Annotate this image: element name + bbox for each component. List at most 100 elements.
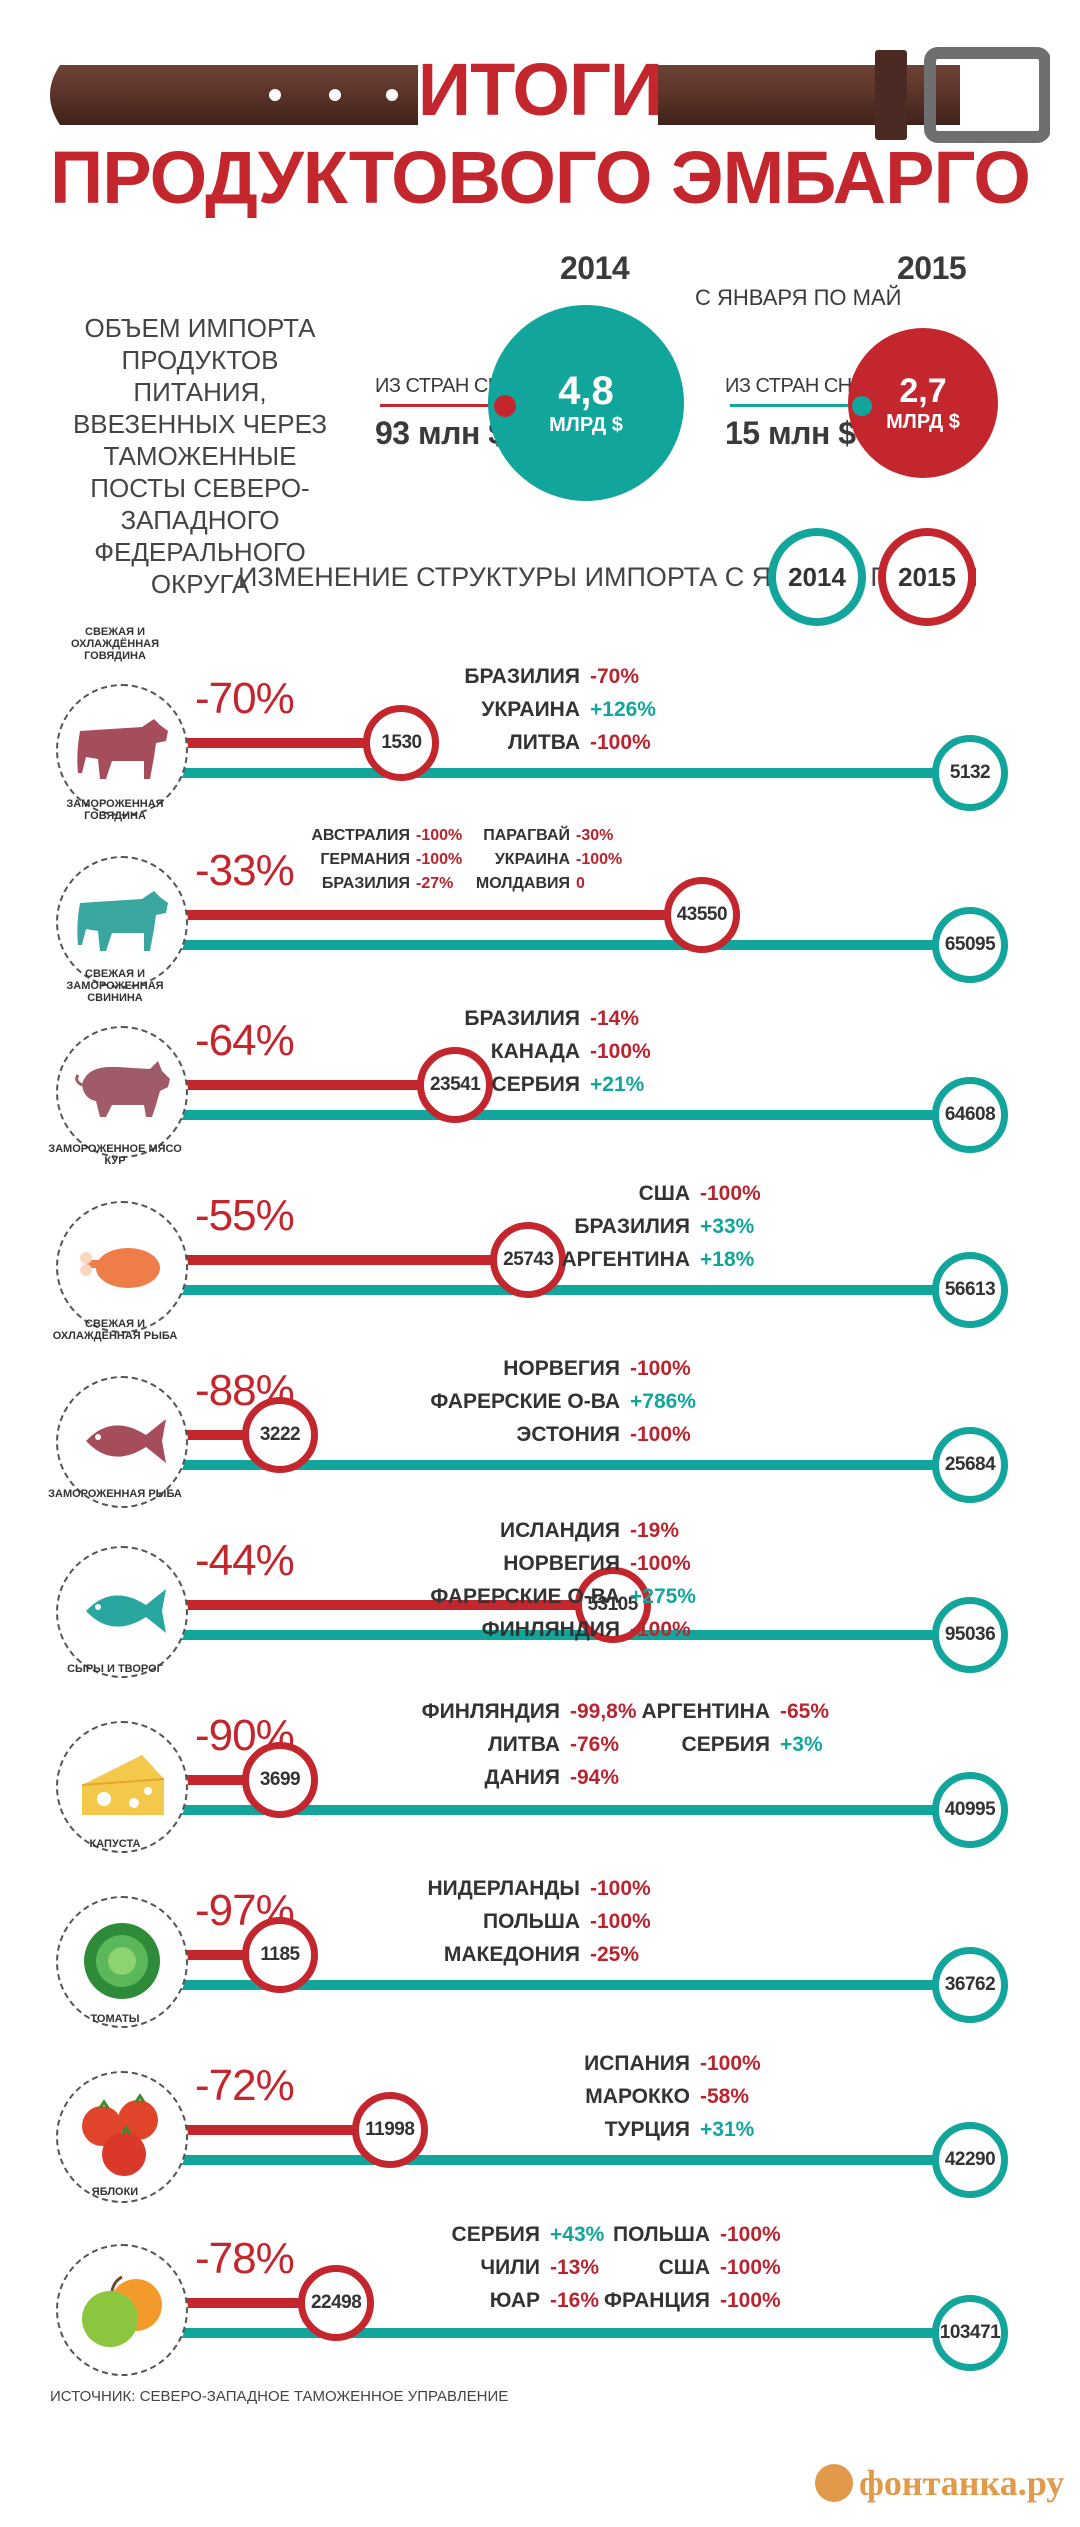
change-percent: -33% [195,846,295,895]
country-row: АРГЕНТИНА +18% [490,1243,761,1276]
country-change: -100% [720,2255,781,2279]
country-row: АВСТРАЛИЯ -100% [300,824,462,848]
year-2014-label: 2014 [560,250,630,286]
value-2014: 25684 [932,1427,1008,1503]
value-2014: 5132 [932,735,1008,811]
country-row: ИСЛАНДИЯ -19% [420,1514,696,1547]
bar-2014 [160,1980,970,1990]
chicken-icon [72,1230,172,1305]
country-row: СЕРБИЯ +43% [400,2218,605,2251]
country-change: -70% [590,664,640,688]
value-2015: 11998 [351,2092,428,2168]
bar-2014 [160,1110,970,1120]
country-change: -100% [700,2051,761,2075]
country-change: -16% [550,2288,600,2312]
bar-2015 [160,1430,280,1440]
country-name: УКРАИНА [494,851,570,868]
country-change: -14% [590,1006,640,1030]
fontanka-logo: фонтанка.ру [815,2462,1064,2504]
value-2015: 53105 [574,1567,651,1643]
country-change: -99,8% [570,1699,637,1723]
country-row: ПАРАГВАЙ -30% [470,824,622,848]
country-row: МАРОККО -58% [490,2080,761,2113]
country-row: ТУРЦИЯ +31% [490,2113,761,2146]
country-list: БРАЗИЛИЯ -14% КАНАДА -100% СЕРБИЯ +21% [380,1002,651,1101]
country-change: -100% [630,1551,691,1575]
country-change: -100% [416,827,463,844]
country-row: БРАЗИЛИЯ -14% [380,1002,651,1035]
bar-2015 [160,1600,613,1610]
category-label: ЯБЛОКИ [91,2186,139,2198]
country-name: УКРАИНА [481,697,580,721]
country-row: БРАЗИЛИЯ -70% [380,660,656,693]
country-row: АРГЕНТИНА -65% [620,1695,829,1728]
country-name: ТУРЦИЯ [604,2117,690,2141]
country-row: ФРАНЦИЯ -100% [560,2284,781,2317]
country-list: ПОЛЬША -100% США -100% ФРАНЦИЯ -100% [560,2218,781,2317]
bar-2014 [160,1460,970,1470]
country-row: ДАНИЯ -94% [400,1761,637,1794]
country-row: ЮАР -16% [400,2284,604,2317]
value-2015: 3699 [242,1742,318,1818]
total-2014-unit: МЛРД $ [549,414,623,436]
country-name: ДАНИЯ [484,1765,560,1789]
country-change: +786% [630,1389,696,1413]
country-name: ГЕРМАНИЯ [320,851,410,868]
country-name: ИСПАНИЯ [584,2051,690,2075]
cis-2015-value: 15 млн $ [725,415,856,451]
cow-icon [72,885,172,960]
category-label: СВЕЖАЯ И ЗАМОРОЖЕННАЯ СВИНИНА [66,968,164,1004]
country-change: +126% [590,697,656,721]
country-change: -27% [416,875,454,892]
cis-2014-label: ИЗ СТРАН СНГ [375,375,513,397]
country-name: АВСТРАЛИЯ [311,827,410,844]
country-name: СЕРБИЯ [451,2222,540,2246]
category-icon-circle [56,1546,188,1678]
category-icon-circle [56,1201,188,1333]
pig-icon [72,1055,172,1130]
page-title-line2: ПРОДУКТОВОГО ЭМБАРГО [50,136,1031,219]
country-row: НОРВЕГИЯ -100% [420,1547,696,1580]
country-name: ПОЛЬША [612,2222,710,2246]
country-change: -100% [630,1617,691,1641]
country-change: +33% [700,1214,755,1238]
country-list: ИСПАНИЯ -100% МАРОККО -58% ТУРЦИЯ +31% [490,2047,761,2146]
country-row: ИСПАНИЯ -100% [490,2047,761,2080]
country-name: МАРОККО [585,2084,690,2108]
country-change: -30% [576,827,614,844]
fish-icon [72,1405,172,1480]
value-2015: 43550 [663,877,740,953]
country-change: -100% [576,851,623,868]
country-name: США [638,1181,690,1205]
category-label: СЫРЫ И ТВОРОГ [67,1663,163,1675]
value-2014: 56613 [932,1252,1008,1328]
country-name: БРАЗИЛИЯ [464,1006,580,1030]
fontanka-logo-icon [815,2464,853,2502]
value-2015: 3222 [242,1397,318,1473]
page-title-line1: ИТОГИ [417,48,663,131]
country-list: ПАРАГВАЙ -30% УКРАИНА -100% МОЛДАВИЯ 0 [470,824,622,896]
country-name: БРАЗИЛИЯ [321,875,410,892]
country-change: -100% [590,1039,651,1063]
value-2015: 25743 [490,1222,567,1298]
country-name: ФИНЛЯНДИЯ [421,1699,560,1723]
country-list: США -100% БРАЗИЛИЯ +33% АРГЕНТИНА +18% [490,1177,761,1276]
country-row: МАКЕДОНИЯ -25% [380,1938,651,1971]
country-change: -58% [700,2084,750,2108]
country-name: КАНАДА [490,1039,580,1063]
intro-text: ОБЪЕМ ИМПОРТА ПРОДУКТОВ ПИТАНИЯ, ВВЕЗЕНН… [72,313,328,599]
country-row: УКРАИНА -100% [470,848,622,872]
bar-2014 [160,1805,970,1815]
country-change: -100% [590,1909,651,1933]
country-row: КАНАДА -100% [380,1035,651,1068]
change-percent: -44% [195,1536,295,1585]
change-percent: -78% [195,2234,295,2283]
country-list: АВСТРАЛИЯ -100% ГЕРМАНИЯ -100% БРАЗИЛИЯ -27% [300,824,462,896]
country-row: НИДЕРЛАНДЫ -100% [380,1872,651,1905]
country-name: ПАРАГВАЙ [483,827,570,844]
category-label: СВЕЖАЯ И ОХЛАЖДЁННАЯ ГОВЯДИНА [70,626,159,662]
fish-icon [72,1575,172,1650]
bar-2015 [160,1775,280,1785]
bar-2014 [160,2328,970,2338]
country-name: НИДЕРЛАНДЫ [427,1876,581,1900]
